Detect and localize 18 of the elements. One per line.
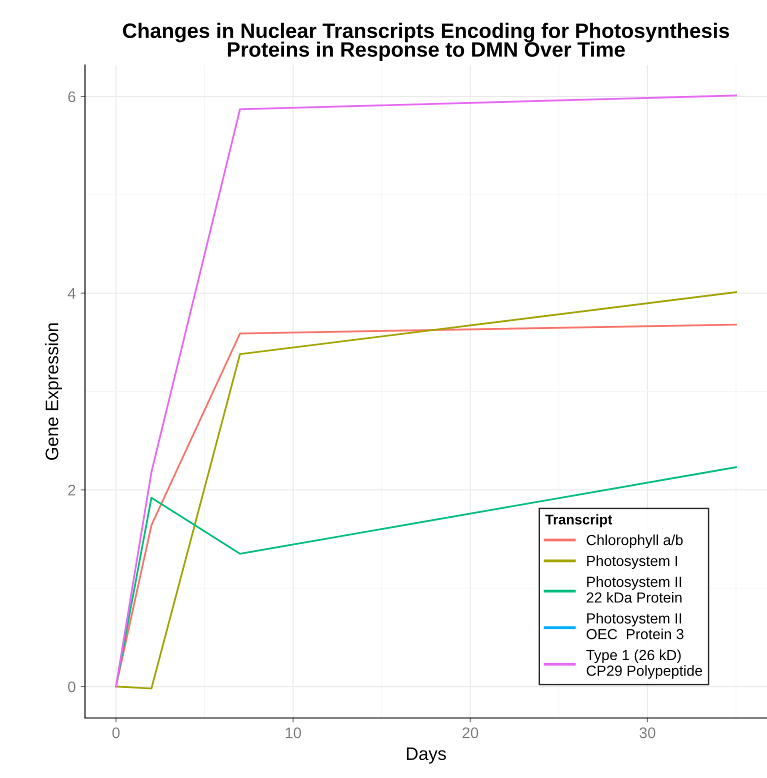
legend-label: Chlorophyll a/b — [586, 534, 683, 548]
chart-title: Changes in Nuclear Transcripts Encoding for Photosynthesis Proteins in Response to DMN Over Time — [122, 22, 730, 61]
x-tick-label: 0 — [112, 727, 120, 738]
y-tick-label: 4 — [68, 288, 76, 299]
legend-title: Transcript — [545, 514, 612, 528]
y-tick-label: 6 — [68, 91, 76, 102]
y-tick-label: 2 — [68, 484, 76, 496]
legend-label: Photosystem I — [587, 555, 678, 569]
x-tick-label: 30 — [640, 727, 656, 738]
legend-label: Type 1 (26 kD) CP29 Polypeptide — [586, 649, 702, 679]
x-axis-title: Days — [406, 747, 446, 764]
legend-label: Photosystem II 22 kDa Protein — [586, 576, 682, 603]
y-axis-title: Gene Expression — [45, 323, 62, 460]
line-series — [115, 94, 737, 688]
legend-label: Photosystem II OEC Protein 3 — [586, 612, 684, 640]
x-tick-label: 20 — [462, 727, 478, 738]
x-tick-label: 10 — [286, 727, 302, 738]
y-tick-label: 0 — [68, 681, 76, 692]
